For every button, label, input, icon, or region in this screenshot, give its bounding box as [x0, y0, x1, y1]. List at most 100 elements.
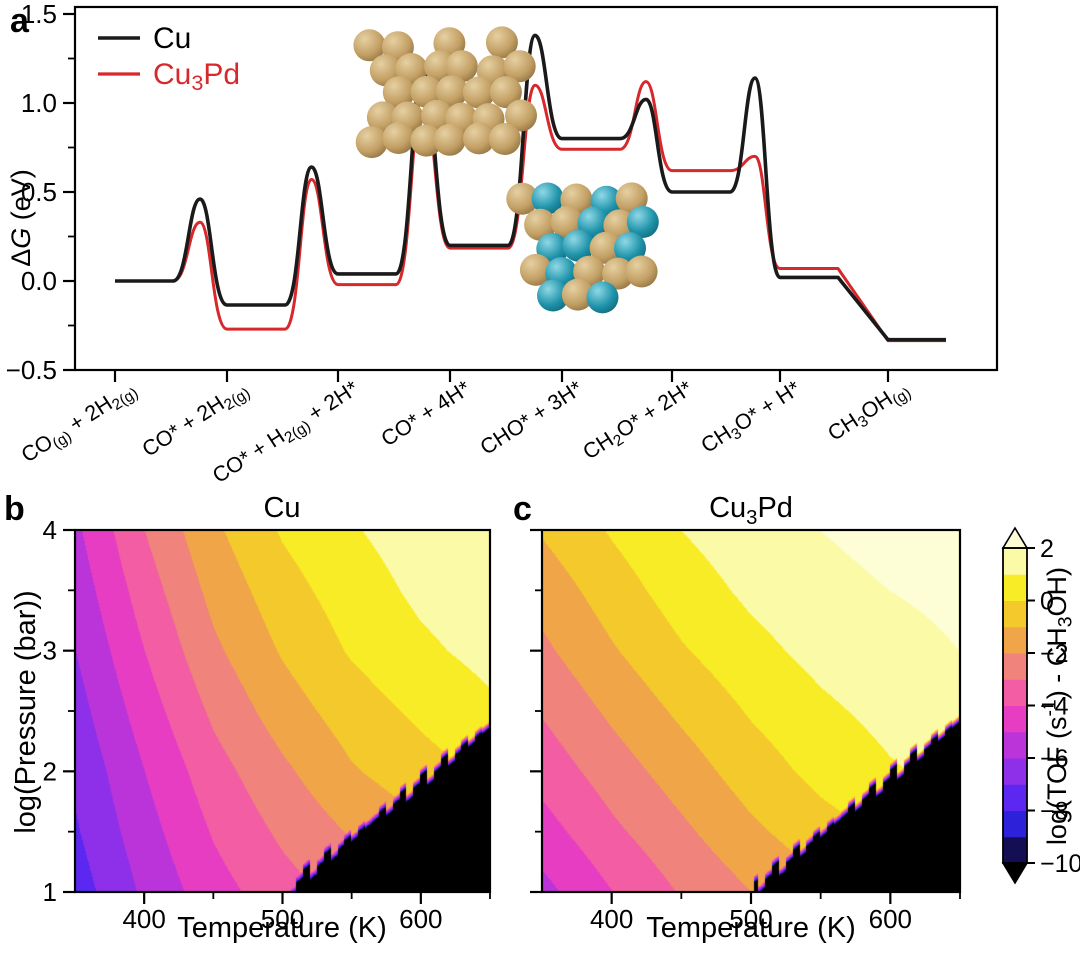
cu-atom [519, 253, 552, 286]
cu-atom [463, 122, 495, 155]
cu-atom [445, 50, 478, 83]
colorbar-segment [1003, 574, 1027, 601]
panel-c-title: Cu3Pd [709, 492, 793, 529]
pd-atom [531, 182, 564, 215]
colorbar-segment [1003, 705, 1027, 733]
cu-atom [381, 31, 414, 64]
colorbar-segment [1003, 548, 1027, 575]
panel-c-letter: c [513, 490, 532, 528]
colorbar-segment [1003, 600, 1027, 628]
panel-a-letter: a [10, 2, 29, 40]
cu-atom [476, 55, 509, 88]
legend-cu-label: Cu [153, 22, 191, 55]
panel-b-title: Cu [263, 492, 301, 524]
reaction-state-label: CH2O* + 2H* [579, 376, 699, 467]
pd-atom [562, 229, 595, 262]
cu-cluster-image [353, 26, 537, 159]
colorbar-segment [1003, 758, 1027, 785]
panel-a-y-tick-label: 0.0 [21, 266, 57, 296]
colorbar-tick-label: −4 [1040, 693, 1069, 721]
panel-b-x-axis-title: Temperature (K) [177, 912, 387, 944]
cu-atom [445, 102, 478, 135]
panel-c-x-axis-title: Temperature (K) [646, 912, 856, 944]
colorbar-border [1002, 547, 1028, 864]
reaction-state-label: CO* + 2H2(g) [138, 376, 254, 464]
panel-b-y-axis-title: log(Pressure (bar)) [10, 590, 42, 834]
colorbar-segment [1003, 731, 1027, 759]
colorbar-tick-label: −8 [1040, 798, 1069, 826]
cu-atom [615, 182, 648, 215]
panel-a-frame [73, 5, 999, 372]
reaction-state-label: CO* + H2(g) + 2H* [208, 376, 365, 491]
cu-atom [561, 278, 594, 311]
pd-atom [626, 206, 659, 238]
cu-tof-heatmap [76, 531, 489, 891]
cu-atom [366, 101, 399, 134]
cu-atom [424, 50, 457, 83]
cu-atom [506, 182, 539, 215]
cu3pd-energy-curve [115, 80, 946, 343]
cu-atom [625, 255, 658, 288]
cu-atom [550, 206, 583, 239]
reaction-state-label: CH3OH(g) [823, 376, 914, 448]
cu-atom [488, 123, 521, 155]
cu3pd-tof-heatmap [543, 531, 959, 891]
panel-a-y-tick-label: 1.0 [21, 88, 57, 118]
panel-b-letter: b [4, 490, 25, 528]
panel-b-y-tick-label: 3 [43, 636, 57, 666]
colorbar-segment [1003, 626, 1027, 654]
colorbar-segment [1003, 679, 1027, 706]
panel-b-y-tick-label: 2 [43, 756, 57, 786]
colorbar-tick-label: 0 [1040, 588, 1054, 616]
cu-atom [421, 99, 453, 132]
cu-atom [353, 29, 386, 62]
cu3pd-cluster-image [506, 182, 659, 314]
cu-atom [602, 257, 635, 290]
colorbar-tick-label: 2 [1040, 535, 1054, 563]
pd-atom [586, 281, 619, 314]
legend-cu3pd-label: Cu3Pd [153, 58, 240, 95]
colorbar-tick-label: −6 [1040, 745, 1069, 773]
cu-atom [560, 183, 593, 216]
cu-atom [485, 26, 518, 59]
colorbar-axis-title: log(TOF (s-1) - CH3OH) [1039, 567, 1077, 845]
panel-b-y-tick-label: 1 [43, 877, 57, 907]
colorbar-segment [1003, 810, 1027, 838]
pd-atom [545, 257, 578, 290]
cu-atom [589, 231, 622, 264]
cu-energy-curve [115, 33, 946, 342]
cu-atom [472, 103, 505, 136]
pd-atom [590, 185, 623, 218]
colorbar-over-arrow [1001, 526, 1029, 549]
reaction-state-label: CHO* + 3H* [476, 376, 587, 460]
colorbar: 2 0 −2 −4 −6 −8 −10 log(TOF (s-1) - CH3OH) [1001, 526, 1080, 885]
cu-atom [369, 54, 402, 87]
cu-atom [489, 76, 522, 109]
cu-atom [410, 75, 443, 108]
cu-atom [433, 123, 466, 156]
cu-atom [573, 255, 606, 288]
cu-atom [505, 99, 537, 132]
colorbar-segment [1003, 836, 1027, 864]
cu-atom [395, 53, 428, 85]
pd-atom [536, 232, 569, 265]
panel-b-y-tick-label: 4 [43, 515, 57, 545]
panel-a-y-axis-title: ΔG (eV) [6, 169, 36, 267]
colorbar-tick-label: −10 [1040, 850, 1080, 878]
cu-atom [435, 75, 468, 108]
cu-atom [355, 126, 388, 159]
colorbar-segment [1003, 784, 1027, 811]
cu-atom [503, 50, 536, 83]
cu-atom [433, 27, 466, 60]
cu-atom [462, 76, 495, 109]
cu-atom [382, 76, 415, 109]
pd-atom [614, 232, 646, 265]
cu-atom [410, 124, 443, 157]
reaction-state-label: CO(g) + 2H2(g) [17, 376, 141, 470]
panel-a-y-tick-label: −0.5 [6, 355, 57, 385]
reaction-state-label: CH3O* + H* [697, 376, 807, 461]
reaction-state-label: CO* + 4H* [377, 376, 475, 451]
colorbar-segment [1003, 653, 1027, 680]
cu-atom [524, 208, 557, 241]
